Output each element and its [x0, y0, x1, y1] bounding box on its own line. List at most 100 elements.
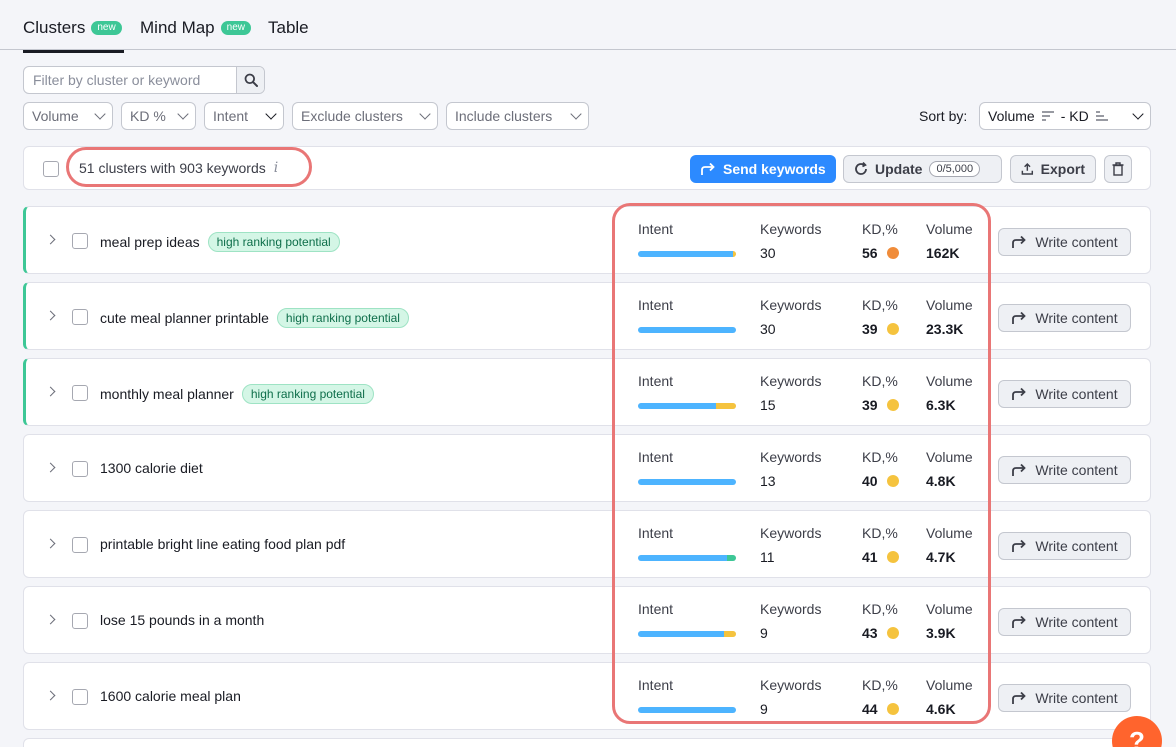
cluster-name: 1600 calorie meal plan [100, 688, 241, 704]
sort-secondary: - KD [1060, 108, 1089, 124]
kd-difficulty-dot [886, 323, 899, 335]
cluster-row[interactable]: lose 15 pounds in a month Intent Keywords 9… [23, 586, 1151, 654]
kd-number: 39 [862, 397, 878, 413]
info-icon[interactable]: i [273, 160, 279, 176]
keywords-label: Keywords [760, 221, 822, 237]
keywords-value: 9 [760, 625, 768, 641]
write-content-button[interactable]: Write content [998, 456, 1131, 484]
keywords-value: 30 [760, 321, 776, 337]
kd-difficulty-dot [886, 247, 899, 259]
write-content-button[interactable]: Write content [998, 304, 1131, 332]
row-checkbox[interactable] [72, 385, 88, 401]
write-content-button[interactable]: Write content [998, 228, 1131, 256]
kd-value: 44 [862, 701, 899, 717]
cluster-row[interactable]: monthly meal planner high ranking potenti… [23, 358, 1151, 426]
row-checkbox[interactable] [72, 233, 88, 249]
sort-dropdown[interactable]: Volume - KD [979, 102, 1151, 130]
intent-segment [638, 631, 725, 637]
sort-value: Volume [988, 108, 1035, 124]
intent-segment [638, 707, 736, 713]
cluster-row[interactable]: printable bright line eating food plan p… [23, 510, 1151, 578]
tab-clusters-label: Clusters [23, 18, 86, 37]
intent-bar [638, 479, 736, 485]
intent-label: Intent [638, 449, 674, 465]
row-checkbox[interactable] [72, 461, 88, 477]
select-all-checkbox[interactable] [43, 161, 59, 177]
tab-table[interactable]: Table [268, 18, 309, 38]
export-button[interactable]: Export [1010, 155, 1096, 183]
chevron-down-icon [1132, 108, 1144, 120]
row-checkbox[interactable] [72, 689, 88, 705]
write-content-label: Write content [1035, 234, 1118, 250]
cluster-title: meal prep ideas [100, 234, 200, 250]
kd-number: 43 [862, 625, 878, 641]
include-clusters-filter[interactable]: Include clusters [446, 102, 589, 130]
write-content-button[interactable]: Write content [998, 380, 1131, 408]
keywords-label: Keywords [760, 601, 822, 617]
intent-filter[interactable]: Intent [204, 102, 284, 130]
kd-value: 39 [862, 397, 899, 413]
row-checkbox[interactable] [72, 613, 88, 629]
keywords-count: 9 [760, 625, 768, 641]
exclude-clusters-filter[interactable]: Exclude clusters [292, 102, 438, 130]
keywords-value: 15 [760, 397, 776, 413]
intent-segment [638, 479, 736, 485]
update-button[interactable]: Update 0/5,000 [843, 155, 1002, 183]
search-button[interactable] [236, 67, 264, 93]
volume-number: 162K [926, 245, 960, 261]
clusters-summary: 51 clusters with 903 keywords i [79, 160, 278, 176]
keywords-value: 13 [760, 473, 776, 489]
filter-search [23, 66, 265, 94]
volume-value: 6.3K [926, 397, 956, 413]
filter-input[interactable] [24, 67, 236, 93]
tab-mind-map-label: Mind Map [140, 18, 215, 37]
cluster-row[interactable]: 1300 calorie diet Intent Keywords 13 KD,% 40 V… [23, 434, 1151, 502]
tab-mind-map[interactable]: Mind Map new [140, 18, 251, 38]
chevron-down-icon [570, 108, 582, 120]
trash-icon [1112, 162, 1124, 176]
kd-number: 41 [862, 549, 878, 565]
keywords-label: Keywords [760, 677, 822, 693]
delete-button[interactable] [1104, 155, 1132, 183]
cluster-row[interactable]: meal prep ideas high ranking potential Int… [23, 206, 1151, 274]
cluster-title: cute meal planner printable [100, 310, 269, 326]
expand-chevron-icon[interactable] [45, 310, 56, 321]
chevron-down-icon [94, 108, 106, 120]
expand-chevron-icon[interactable] [45, 386, 56, 397]
expand-chevron-icon[interactable] [45, 462, 56, 473]
intent-bar [638, 707, 736, 713]
kd-filter[interactable]: KD % [121, 102, 196, 130]
keywords-count: 13 [760, 473, 776, 489]
volume-number: 4.7K [926, 549, 956, 565]
volume-filter[interactable]: Volume [23, 102, 113, 130]
row-checkbox[interactable] [72, 537, 88, 553]
kd-value: 56 [862, 245, 899, 261]
kd-difficulty-dot [886, 399, 899, 411]
cluster-row[interactable]: cute meal planner printable high ranking … [23, 282, 1151, 350]
ranking-potential-tag: high ranking potential [207, 232, 340, 252]
cluster-row[interactable]: 1600 calorie meal plan Intent Keywords 9 KD,… [23, 662, 1151, 730]
write-content-button[interactable]: Write content [998, 608, 1131, 636]
expand-chevron-icon[interactable] [45, 234, 56, 245]
intent-label: Intent [638, 525, 674, 541]
keywords-count: 30 [760, 321, 776, 337]
row-checkbox[interactable] [72, 309, 88, 325]
volume-number: 23.3K [926, 321, 964, 337]
keywords-value: 11 [760, 549, 775, 565]
send-keywords-button[interactable]: Send keywords [690, 155, 836, 183]
write-content-button[interactable]: Write content [998, 532, 1131, 560]
tab-clusters[interactable]: Clusters new [23, 18, 124, 53]
kd-difficulty-dot [886, 551, 899, 563]
kd-value: 41 [862, 549, 899, 565]
keywords-label: Keywords [760, 525, 822, 541]
intent-segment [638, 327, 736, 333]
expand-chevron-icon[interactable] [45, 690, 56, 701]
keywords-value: 9 [760, 701, 768, 717]
kd-difficulty-dot [886, 475, 899, 487]
share-arrow-icon [1012, 235, 1027, 248]
intent-segment [638, 555, 728, 561]
sort-label: Sort by: [919, 108, 968, 124]
expand-chevron-icon[interactable] [45, 614, 56, 625]
expand-chevron-icon[interactable] [45, 538, 56, 549]
write-content-button[interactable]: Write content [998, 684, 1131, 712]
